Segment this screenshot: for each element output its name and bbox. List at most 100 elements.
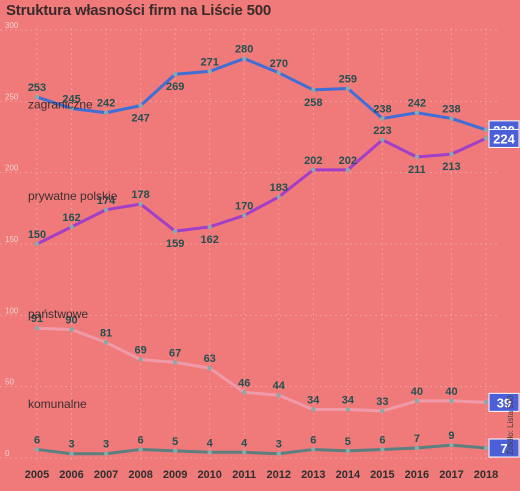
data-label: 253 — [28, 82, 46, 94]
x-tick-label: 2006 — [59, 469, 83, 481]
data-label: 5 — [345, 436, 351, 448]
data-label: 202 — [339, 155, 357, 167]
data-point — [483, 445, 489, 451]
y-tick-label: 100 — [5, 306, 19, 315]
data-point — [380, 116, 385, 121]
x-tick-label: 2005 — [25, 469, 49, 481]
data-point — [34, 325, 40, 331]
data-point — [207, 450, 212, 455]
end-value-box — [488, 392, 520, 412]
y-tick-label: 300 — [5, 21, 19, 30]
data-label: 6 — [34, 434, 40, 446]
data-point — [103, 207, 109, 212]
x-tick-label: 2016 — [405, 469, 429, 481]
y-tick-label: 200 — [5, 164, 19, 173]
data-label: 6 — [310, 434, 316, 446]
data-point — [414, 110, 420, 115]
data-point — [380, 447, 385, 452]
end-value-label: 39 — [497, 395, 511, 410]
data-label: 91 — [31, 313, 43, 325]
data-point — [138, 357, 143, 362]
data-label: 3 — [103, 439, 109, 451]
data-point — [449, 442, 454, 448]
data-label: 242 — [97, 98, 115, 110]
data-point — [311, 87, 316, 93]
data-label: 271 — [201, 56, 219, 68]
x-tick-label: 2007 — [94, 469, 118, 481]
data-label: 81 — [100, 327, 112, 339]
x-tick-label: 2013 — [301, 469, 325, 481]
data-label: 44 — [273, 380, 286, 392]
series-name: państwowe — [28, 307, 88, 321]
data-label: 40 — [445, 386, 457, 398]
data-point — [172, 72, 178, 77]
data-point — [242, 450, 247, 455]
data-point — [207, 224, 212, 230]
source-note: Źródło: Lista 500 — [506, 395, 515, 455]
data-point — [449, 151, 454, 157]
data-label: 7 — [414, 433, 420, 445]
data-point — [69, 327, 74, 332]
data-label: 247 — [131, 113, 149, 125]
series-line-1 — [36, 137, 487, 246]
data-point — [276, 194, 281, 200]
data-label: 4 — [241, 437, 248, 449]
data-point — [276, 393, 281, 398]
data-point — [311, 407, 316, 412]
data-label: 159 — [166, 238, 184, 250]
series-name: komunalne — [28, 397, 87, 411]
data-point — [103, 110, 109, 115]
data-point — [449, 116, 454, 121]
data-label: 33 — [376, 396, 388, 408]
data-point — [380, 137, 385, 143]
data-point — [34, 241, 40, 247]
data-point — [483, 400, 489, 405]
series-name: zagraniczne — [28, 97, 93, 111]
data-point — [103, 451, 109, 456]
data-point — [207, 69, 212, 74]
x-tick-label: 2015 — [370, 469, 394, 481]
end-value-box — [488, 438, 520, 458]
data-label: 238 — [373, 103, 391, 115]
data-label: 4 — [207, 437, 214, 449]
data-point — [414, 445, 420, 451]
data-point — [414, 154, 420, 160]
data-point — [69, 451, 74, 456]
y-tick-label: 50 — [5, 378, 14, 387]
data-label: 269 — [166, 81, 184, 93]
data-label: 223 — [373, 125, 391, 137]
end-value-label: 7 — [500, 441, 507, 456]
y-tick-label: 0 — [5, 449, 10, 458]
data-point — [242, 213, 247, 218]
data-label: 69 — [134, 345, 146, 357]
data-point — [138, 103, 143, 108]
data-point — [34, 94, 40, 100]
data-label: 270 — [270, 58, 288, 70]
data-point — [172, 228, 178, 234]
data-label: 34 — [307, 394, 320, 406]
series-line-2 — [36, 326, 487, 413]
x-tick-label: 2012 — [267, 469, 291, 481]
data-point — [345, 86, 351, 91]
end-value-label: 224 — [493, 131, 515, 146]
y-tick-label: 250 — [5, 92, 19, 101]
data-label: 46 — [238, 377, 250, 389]
data-label: 280 — [235, 44, 253, 56]
data-label: 67 — [169, 347, 181, 359]
data-label: 90 — [65, 315, 77, 327]
y-tick-label: 150 — [5, 235, 19, 244]
data-point — [414, 398, 420, 404]
data-label: 150 — [28, 229, 46, 241]
data-label: 5 — [172, 436, 178, 448]
data-label: 202 — [304, 155, 322, 167]
data-label: 238 — [442, 103, 460, 115]
data-label: 63 — [204, 353, 216, 365]
series-line-0 — [36, 57, 487, 132]
data-point — [138, 201, 143, 207]
data-point — [449, 398, 454, 404]
data-label: 6 — [379, 434, 385, 446]
data-label: 259 — [339, 73, 357, 85]
data-label: 3 — [276, 439, 282, 451]
data-label: 6 — [138, 434, 144, 446]
data-label: 258 — [304, 97, 322, 109]
